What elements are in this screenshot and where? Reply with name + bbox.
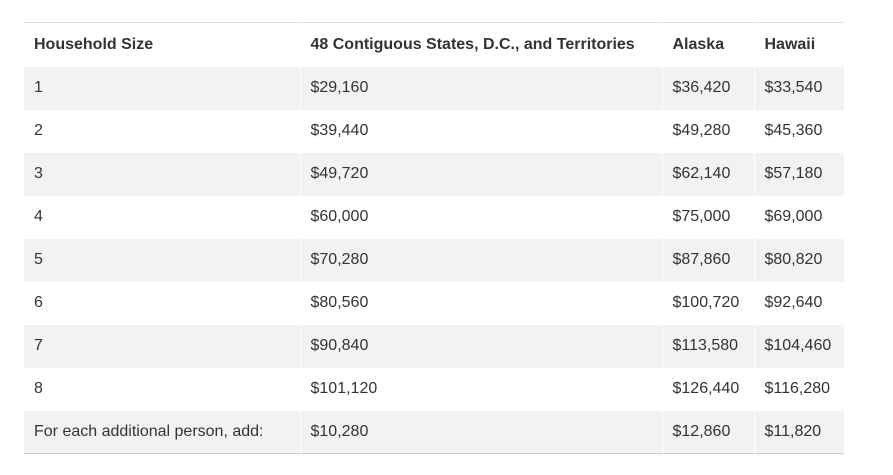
header-contiguous-states: 48 Contiguous States, D.C., and Territor… xyxy=(299,22,662,67)
cell-hawaii: $45,360 xyxy=(753,109,844,153)
cell-alaska: $87,860 xyxy=(661,238,754,282)
table-row: 6 $80,560 $100,720 $92,640 xyxy=(24,281,844,325)
cell-contiguous-states: $80,560 xyxy=(299,281,662,325)
cell-household-size: 3 xyxy=(34,165,43,182)
table-row: 1 $29,160 $36,420 $33,540 xyxy=(24,66,844,110)
cell-hawaii: $116,280 xyxy=(753,367,844,411)
cell-household-size: 7 xyxy=(34,337,43,354)
cell-hawaii: $57,180 xyxy=(753,152,844,196)
cell-contiguous-states: $10,280 xyxy=(299,410,662,454)
cell-hawaii: $80,820 xyxy=(753,238,844,282)
cell-contiguous-states: $39,440 xyxy=(299,109,662,153)
table-row: 8 $101,120 $126,440 $116,280 xyxy=(24,367,844,411)
header-alaska: Alaska xyxy=(661,22,754,67)
poverty-guidelines-table-container: Household Size 48 Contiguous States, D.C… xyxy=(24,22,844,454)
cell-contiguous-states: $70,280 xyxy=(299,238,662,282)
table-header: Household Size 48 Contiguous States, D.C… xyxy=(24,22,844,67)
cell-hawaii: $104,460 xyxy=(753,324,844,368)
poverty-guidelines-table: Household Size 48 Contiguous States, D.C… xyxy=(24,22,844,454)
cell-contiguous-states: $49,720 xyxy=(299,152,662,196)
table-header-row: Household Size 48 Contiguous States, D.C… xyxy=(24,22,844,67)
cell-alaska: $62,140 xyxy=(661,152,754,196)
table-row: 2 $39,440 $49,280 $45,360 xyxy=(24,109,844,153)
table-row: 3 $49,720 $62,140 $57,180 xyxy=(24,152,844,196)
table-row: 7 $90,840 $113,580 $104,460 xyxy=(24,324,844,368)
cell-household-size: For each additional person, add: xyxy=(34,422,264,440)
cell-hawaii: $92,640 xyxy=(753,281,844,325)
cell-alaska: $49,280 xyxy=(661,109,754,153)
cell-hawaii: $11,820 xyxy=(753,410,844,454)
header-hawaii: Hawaii xyxy=(753,22,844,67)
cell-alaska: $12,860 xyxy=(661,410,754,454)
cell-alaska: $113,580 xyxy=(661,324,754,368)
cell-alaska: $75,000 xyxy=(661,195,754,239)
table-row-additional-person: For each additional person, add: $10,280… xyxy=(24,410,844,454)
cell-hawaii: $33,540 xyxy=(753,66,844,110)
cell-household-size: 1 xyxy=(34,79,43,96)
cell-household-size: 6 xyxy=(34,294,43,311)
cell-household-size: 8 xyxy=(34,380,43,397)
table-body: 1 $29,160 $36,420 $33,540 2 $39,440 $49,… xyxy=(24,66,844,454)
cell-contiguous-states: $90,840 xyxy=(299,324,662,368)
cell-contiguous-states: $29,160 xyxy=(299,66,662,110)
table-row: 5 $70,280 $87,860 $80,820 xyxy=(24,238,844,282)
cell-alaska: $100,720 xyxy=(661,281,754,325)
cell-alaska: $36,420 xyxy=(661,66,754,110)
header-household-size: Household Size xyxy=(34,35,154,53)
cell-household-size: 4 xyxy=(34,208,43,225)
table-row: 4 $60,000 $75,000 $69,000 xyxy=(24,195,844,239)
cell-household-size: 5 xyxy=(34,251,43,268)
cell-contiguous-states: $101,120 xyxy=(299,367,662,411)
cell-contiguous-states: $60,000 xyxy=(299,195,662,239)
cell-household-size: 2 xyxy=(34,122,43,139)
cell-alaska: $126,440 xyxy=(661,367,754,411)
cell-hawaii: $69,000 xyxy=(753,195,844,239)
